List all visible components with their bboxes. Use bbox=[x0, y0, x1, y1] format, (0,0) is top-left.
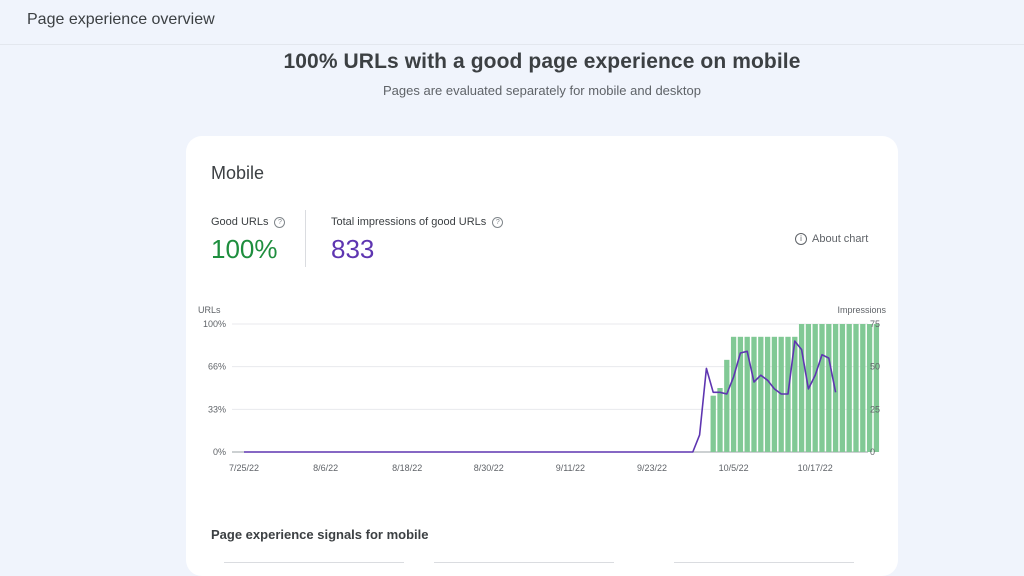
x-tick-label: 10/17/22 bbox=[798, 463, 833, 473]
y-right-axis-label: Impressions bbox=[837, 305, 886, 315]
x-tick-label: 8/30/22 bbox=[474, 463, 504, 473]
good-urls-bar[interactable] bbox=[744, 336, 750, 452]
help-icon[interactable]: ? bbox=[492, 216, 504, 228]
impressions-value: 833 bbox=[331, 234, 375, 264]
info-icon: i bbox=[795, 233, 807, 245]
good-urls-bar[interactable] bbox=[860, 324, 866, 452]
good-urls-bar[interactable] bbox=[812, 324, 818, 452]
about-chart-label: About chart bbox=[812, 233, 869, 245]
x-tick-label: 7/25/22 bbox=[229, 463, 259, 473]
signal-card-stub bbox=[224, 562, 404, 563]
good-urls-bar[interactable] bbox=[758, 336, 764, 452]
x-tick-label: 9/23/22 bbox=[637, 463, 667, 473]
good-urls-bar[interactable] bbox=[730, 336, 737, 452]
good-urls-bar[interactable] bbox=[853, 324, 859, 452]
good-urls-bar[interactable] bbox=[737, 336, 744, 452]
good-urls-bar[interactable] bbox=[832, 324, 839, 452]
metric-divider bbox=[305, 210, 306, 267]
good-urls-bar[interactable] bbox=[751, 336, 757, 452]
impressions-metric[interactable]: Total impressions of good URLs ? 833 bbox=[331, 216, 504, 265]
y-right-tick-label: 75 bbox=[870, 319, 880, 329]
y-left-tick-label: 0% bbox=[213, 447, 226, 457]
y-right-tick-label: 50 bbox=[870, 362, 880, 372]
good-urls-bar[interactable] bbox=[710, 395, 716, 452]
x-tick-label: 8/6/22 bbox=[313, 463, 338, 473]
signals-title: Page experience signals for mobile bbox=[211, 527, 429, 542]
y-left-tick-label: 33% bbox=[208, 404, 226, 414]
good-urls-bar[interactable] bbox=[717, 388, 723, 452]
impressions-line[interactable] bbox=[244, 340, 837, 453]
good-urls-bar[interactable] bbox=[839, 324, 846, 452]
help-icon[interactable]: ? bbox=[274, 216, 286, 228]
good-urls-bar[interactable] bbox=[819, 324, 825, 452]
good-urls-bar[interactable] bbox=[792, 336, 798, 452]
y-left-axis-label: URLs bbox=[198, 305, 221, 315]
about-chart-link[interactable]: i About chart bbox=[795, 233, 868, 245]
y-right-tick-label: 25 bbox=[870, 404, 880, 414]
x-tick-label: 8/18/22 bbox=[392, 463, 422, 473]
summary-headline: 100% URLs with a good page experience on… bbox=[283, 50, 801, 73]
top-bar: Page experience overview bbox=[0, 0, 1024, 45]
summary-subtitle: Pages are evaluated separately for mobil… bbox=[383, 83, 701, 98]
card-title: Mobile bbox=[211, 163, 265, 183]
x-tick-label: 9/11/22 bbox=[556, 463, 585, 473]
good-urls-bar[interactable] bbox=[771, 336, 778, 452]
signal-card-stub bbox=[674, 562, 854, 563]
y-left-tick-label: 100% bbox=[203, 319, 226, 329]
mobile-chart[interactable]: URLs Impressions 0% 0 33% 25 66% 50 100% 75 7/25… bbox=[186, 300, 906, 485]
signal-card-stub bbox=[434, 562, 614, 563]
good-urls-bar[interactable] bbox=[866, 324, 873, 452]
good-urls-bar[interactable] bbox=[873, 324, 880, 452]
x-tick-label: 10/5/22 bbox=[719, 463, 749, 473]
y-left-tick-label: 66% bbox=[208, 362, 226, 372]
y-right-tick-label: 0 bbox=[870, 447, 875, 457]
good-urls-bar[interactable] bbox=[846, 324, 852, 452]
impressions-label: Total impressions of good URLs bbox=[331, 216, 487, 228]
good-urls-bar[interactable] bbox=[826, 324, 832, 452]
good-urls-value: 100% bbox=[211, 234, 278, 264]
good-urls-label: Good URLs bbox=[211, 216, 269, 228]
good-urls-bar[interactable] bbox=[764, 336, 771, 452]
good-urls-metric[interactable]: Good URLs ? 100% bbox=[211, 216, 286, 265]
good-urls-bar[interactable] bbox=[724, 359, 730, 452]
page-title: Page experience overview bbox=[27, 11, 215, 28]
good-urls-bar[interactable] bbox=[798, 324, 805, 452]
